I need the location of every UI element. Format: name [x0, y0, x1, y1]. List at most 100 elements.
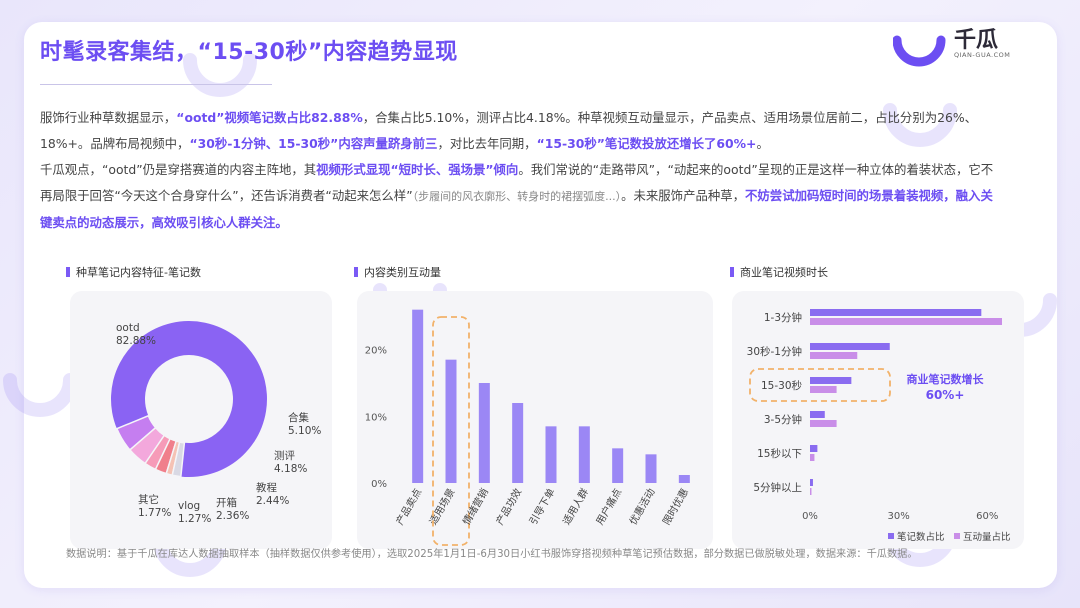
x-tick-label: 限时优惠	[660, 486, 691, 527]
slice-label: 其它	[138, 493, 159, 506]
highlight-run: “ootd”视频笔记数占比82.88%	[176, 110, 363, 125]
slice-label: 4.18%	[274, 463, 307, 475]
legend-swatch	[888, 533, 894, 539]
text-run: 。未来服饰产品种草，	[621, 188, 746, 203]
bar	[545, 426, 557, 483]
x-tick-label: 0%	[802, 511, 818, 522]
x-tick-label: 情绪营销	[460, 486, 491, 527]
y-tick-label: 20%	[365, 346, 387, 357]
y-tick-label: 15秒以下	[757, 447, 802, 460]
x-tick-label: 60%	[976, 511, 998, 522]
legend-swatch	[954, 533, 960, 539]
highlight-box	[432, 316, 470, 546]
annotation-text: 商业笔记数增长	[907, 372, 985, 386]
paragraph-1: 服饰行业种草数据显示，“ootd”视频笔记数占比82.88%，合集占比5.10%…	[40, 105, 1000, 157]
hbar	[810, 352, 858, 359]
brand-url: QIAN-GUA.COM	[954, 51, 1011, 59]
paragraph-2: 千瓜观点，“ootd”仍是穿搭赛道的内容主阵地，其视频形式显现“短时长、强场景”…	[40, 157, 1000, 236]
section-title-text: 商业笔记视频时长	[740, 266, 828, 279]
y-tick-label: 10%	[365, 412, 387, 423]
section-title-text: 种草笔记内容特征-笔记数	[76, 266, 201, 279]
y-tick-label: 1-3分钟	[764, 311, 802, 324]
slice-label: 2.36%	[216, 510, 249, 522]
hbar	[810, 309, 982, 316]
hbar	[810, 343, 890, 350]
slice-label: 测评	[274, 449, 295, 462]
hbar	[810, 386, 837, 393]
highlight-run: 不妨尝试加码短时间的场景着装视频，融入关键卖点的动态展示，高效吸引核心人群关注。	[40, 188, 993, 230]
slice-label: vlog	[178, 500, 200, 512]
text-run: 千瓜观点，“ootd”仍是穿搭赛道的内容主阵地，其	[40, 162, 317, 177]
x-tick-label: 用户痛点	[593, 486, 624, 527]
bar	[645, 454, 657, 483]
annotation-value: 60%+	[926, 388, 965, 402]
text-run: 服饰行业种草数据显示，	[40, 110, 177, 125]
hbar	[810, 454, 815, 461]
hbar-panel	[732, 291, 1024, 549]
highlight-run: 视频形式显现“短时长、强场景”倾向	[316, 162, 519, 177]
slice-label: 2.44%	[256, 495, 289, 507]
bar-section-title: 内容类别互动量	[354, 264, 441, 280]
bar	[445, 359, 457, 483]
slice-label: 合集	[288, 411, 309, 424]
y-tick-label: 5分钟以上	[753, 481, 802, 494]
brand-logo-icon	[893, 35, 946, 67]
bar	[412, 309, 424, 483]
x-tick-label: 适用人群	[560, 486, 591, 527]
slice-label: 1.77%	[138, 507, 171, 519]
y-tick-label: 0%	[371, 479, 387, 490]
section-title-text: 内容类别互动量	[364, 266, 441, 279]
brand-name: 千瓜	[954, 28, 999, 53]
bar	[678, 475, 690, 483]
slice-label: 教程	[256, 481, 277, 494]
x-tick-label: 适用场景	[426, 486, 457, 527]
hbar	[810, 411, 825, 418]
title-underline	[40, 84, 272, 85]
text-run: 。我们常说的“走路带风”，“动起来的ootd”呈现的正是这样一种立体的着装状态，…	[40, 162, 994, 203]
donut-slice	[171, 441, 186, 478]
hbar	[810, 420, 837, 427]
slice-label: 开箱	[216, 496, 237, 509]
slice-label: 5.10%	[288, 425, 321, 437]
x-tick-label: 产品卖点	[393, 486, 424, 527]
slice-label: 82.88%	[116, 335, 156, 347]
summary-text: 服饰行业种草数据显示，“ootd”视频笔记数占比82.88%，合集占比5.10%…	[40, 105, 1000, 236]
donut-slice	[110, 321, 267, 477]
donut-section-title: 种草笔记内容特征-笔记数	[66, 264, 201, 280]
bar	[478, 383, 490, 483]
highlight-box	[749, 368, 891, 402]
x-tick-label: 产品功效	[493, 486, 524, 527]
legend-label: 笔记数占比	[897, 531, 945, 543]
text-run: ，对比去年同期，	[437, 136, 537, 151]
hbar	[810, 445, 818, 452]
x-tick-label: 30%	[887, 511, 909, 522]
text-run: 。	[756, 136, 769, 151]
hbar	[810, 488, 812, 495]
hbar	[810, 318, 1002, 325]
hbar	[810, 479, 813, 486]
bar	[512, 403, 524, 483]
y-tick-label: 3-5分钟	[764, 413, 802, 426]
y-tick-label: 30秒-1分钟	[747, 345, 802, 358]
page-title: 时髦录客集结，“15-30秒”内容趋势显现	[40, 40, 458, 65]
x-tick-label: 优惠活动	[626, 486, 657, 527]
bar-chart: 0% 10% 20% 产品卖点 适用场景 情绪营销 产品功效 引导下单 适用人群 用户痛点 优惠活动…	[365, 309, 691, 546]
text-run: ，合集占比5.10%，测评占比4.18%。种草视频互动量显示，产品卖点、适用场景…	[40, 110, 978, 151]
bar	[578, 426, 590, 483]
bar	[612, 448, 624, 483]
x-tick-label: 引导下单	[527, 487, 557, 528]
legend-label: 互动量占比	[963, 531, 1011, 543]
slice-label: 1.27%	[178, 513, 211, 525]
section-marker	[66, 267, 70, 277]
highlight-run: “15-30秒”笔记数投放还增长了60%+	[536, 136, 757, 151]
y-tick-label: 15-30秒	[761, 379, 803, 392]
data-footnote: 数据说明：基于千瓜在库达人数据抽取样本（抽样数据仅供参考使用），选取2025年1…	[66, 549, 918, 560]
highlight-run: “30秒-1分钟、15-30秒”内容声量跻身前三	[189, 136, 438, 151]
slice-label: ootd	[116, 322, 140, 334]
hbar-chart: 1-3分钟 30秒-1分钟 15-30秒 商业笔记数增长 60%+ 3-5分钟 15秒以下 5…	[747, 309, 1011, 543]
text-run-muted: （步履间的风衣廓形、转身时的裙摆弧度...）	[412, 190, 622, 203]
section-marker	[354, 267, 358, 277]
hbar	[810, 377, 852, 384]
section-marker	[730, 267, 734, 277]
